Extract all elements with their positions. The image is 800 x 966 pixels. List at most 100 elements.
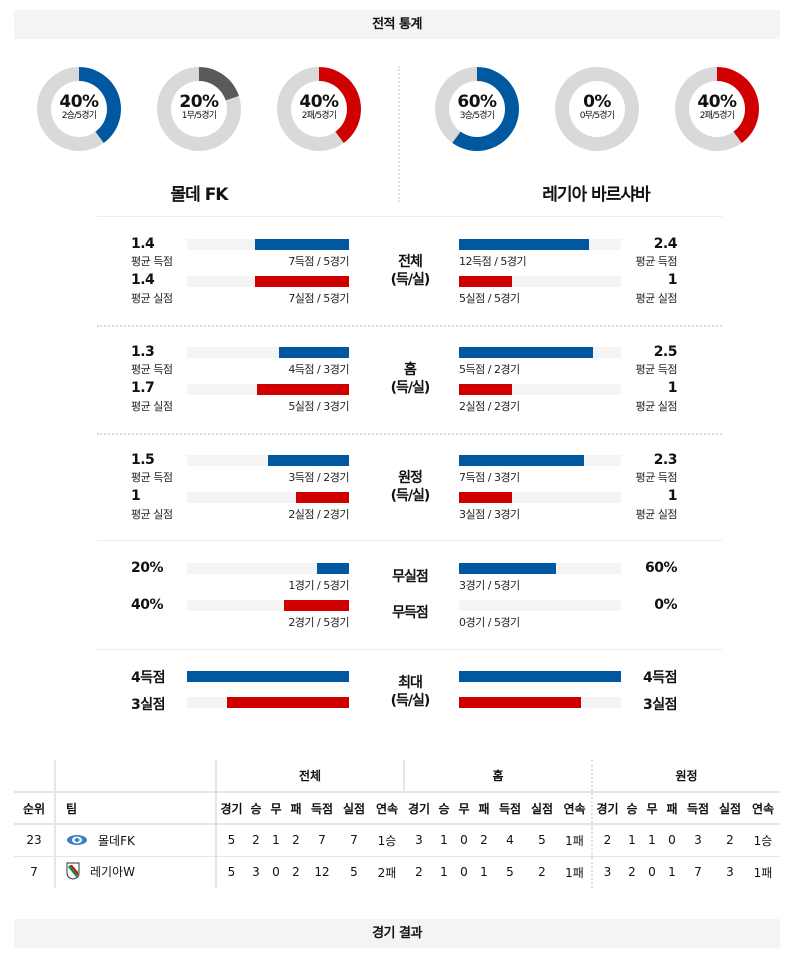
away-scored-track (459, 347, 621, 358)
divider (97, 540, 722, 541)
total-stat-cell: 7 (338, 824, 370, 857)
category-label: 원정 (득/실) (370, 469, 450, 505)
away-avg-scored: 2.5 (653, 344, 678, 360)
home-noscore-bar (284, 600, 349, 611)
home-stat-cell: 5 (526, 824, 558, 857)
home-stat-cell: 1 (480, 865, 488, 880)
team-cell[interactable]: 몰데FK (54, 824, 216, 857)
away-stat-cell: 2 (714, 824, 746, 857)
empty-header (14, 760, 55, 792)
away-scored-bar (459, 455, 584, 466)
col-header: 득점 (306, 791, 338, 825)
standings-table: 전체 홈 원정 순위 팀 경기 승 무 패 득점 실점 연속 경기 승 무 패 득점 실점 연속 경기 승 무 패 득… (14, 760, 780, 888)
home-conceded-track (187, 276, 349, 287)
col-header: 승 (434, 791, 454, 825)
away-scored-bar (459, 239, 589, 250)
home-scored-track (187, 347, 349, 358)
home-noscore-bar-track (187, 600, 349, 611)
total-stat-cell: 1승 (370, 824, 404, 857)
total-stat-cell: 5 (215, 856, 246, 888)
home-stat-cell: 1패 (565, 865, 584, 880)
donut-center: 40% 2승/5경기 (51, 81, 107, 137)
away-noscore-detail: 0경기 / 5경기 (459, 616, 520, 629)
home-donut-loss: 40% 2패/5경기 (277, 67, 361, 151)
home-stat-cell: 1 (440, 865, 448, 880)
home-scored-bar (268, 455, 349, 466)
home-stat-cell: 5 (506, 865, 514, 880)
away-scored-detail: 7득점 / 3경기 (459, 471, 520, 484)
home-avg-conceded-label: 평균 실점 (131, 508, 173, 521)
home-noscore-pct: 40% (131, 597, 164, 613)
donut-percent: 60% (457, 92, 497, 112)
away-clean-pct: 60% (644, 560, 678, 576)
away-conceded-detail: 3실점 / 3경기 (459, 508, 520, 521)
col-header: 연속 (746, 791, 780, 825)
empty-header (54, 760, 216, 792)
total-stat-cell: 2 (246, 824, 266, 857)
home-conceded-bar (296, 492, 349, 503)
home-conceded-detail: 5실점 / 3경기 (288, 400, 349, 413)
col-header: 패 (474, 791, 494, 825)
away-stat-cell: 7 (694, 865, 702, 880)
home-max-scored: 4득점 (131, 670, 166, 686)
total-stat-cell: 7 (306, 824, 338, 857)
away-donut-draw: 0% 0무/5경기 (555, 67, 639, 151)
away-max-scored-bar (459, 671, 621, 682)
home-scored-bar (279, 347, 349, 358)
home-avg-conceded-label: 평균 실점 (131, 292, 173, 305)
donut-percent: 40% (697, 92, 737, 112)
total-stat-cell: 2패 (377, 865, 397, 880)
category-title: 원정 (398, 470, 423, 486)
home-clean-bar-track (187, 563, 349, 574)
donut-center: 40% 2패/5경기 (689, 81, 745, 137)
total-stat-cell: 1 (266, 824, 286, 857)
col-header: 경기 (591, 791, 622, 825)
category-max: 최대 (득/실) (370, 674, 450, 710)
donut-center: 20% 1무/5경기 (171, 81, 227, 137)
home-max-conceded: 3실점 (131, 697, 166, 713)
group-header-total: 전체 (215, 760, 404, 792)
home-max-scored-track (187, 671, 349, 682)
home-avg-scored: 1.3 (131, 344, 155, 360)
home-avg-conceded-label: 평균 실점 (131, 400, 173, 413)
home-stat-cell: 2 (474, 824, 494, 857)
home-avg-scored: 1.5 (131, 452, 155, 468)
home-scored-bar (255, 239, 349, 250)
col-header: 승 (622, 791, 642, 825)
away-donut-win: 60% 3승/5경기 (435, 67, 519, 151)
donut-center: 0% 0무/5경기 (569, 81, 625, 137)
away-stat-cell: 0 (662, 824, 682, 857)
away-clean-detail: 3경기 / 5경기 (459, 579, 520, 592)
total-stat-cell: 3 (252, 865, 260, 880)
col-header: 승 (246, 791, 266, 825)
category-max-label: 최대 (398, 675, 423, 691)
away-stat-cell: 2 (628, 865, 636, 880)
table-row[interactable]: 7 레기아W 5 3 0 2 12 5 2패 2 1 0 1 5 2 1패 3 2 0 1 7 3 1패 (14, 856, 780, 888)
donut-sub: 0무/5경기 (579, 111, 615, 121)
away-clean-bar (459, 563, 556, 574)
total-stat-cell: 2 (292, 865, 300, 880)
away-scored-bar (459, 347, 593, 358)
donut-center: 60% 3승/5경기 (449, 81, 505, 137)
home-scored-detail: 3득점 / 2경기 (288, 471, 349, 484)
away-stat-cell: 1 (622, 824, 642, 857)
section-header-stats: 전적 통계 (14, 10, 780, 39)
away-avg-scored: 2.4 (653, 236, 678, 252)
team-cell[interactable]: 레기아W (54, 856, 216, 888)
section-header-results: 경기 결과 (14, 919, 780, 948)
away-stat-cell: 1 (642, 824, 662, 857)
away-avg-conceded: 1 (667, 488, 678, 504)
away-max-scored: 4득점 (642, 670, 678, 686)
away-avg-scored: 2.3 (653, 452, 678, 468)
table-row[interactable]: 23 몰데FK 5 2 1 2 7 7 1승 3 1 0 2 4 5 1패 2 1 1 0 3 2 1승 (14, 824, 780, 857)
away-stat-cell: 3 (591, 856, 622, 888)
col-header: 무 (454, 791, 474, 825)
away-conceded-detail: 5실점 / 5경기 (459, 292, 520, 305)
total-stat-cell: 0 (272, 865, 280, 880)
away-avg-scored-label: 평균 득점 (635, 255, 678, 268)
divider (97, 216, 722, 217)
home-conceded-bar (257, 384, 349, 395)
category-title: 홈 (404, 362, 417, 378)
away-conceded-bar (459, 492, 512, 503)
home-avg-scored-label: 평균 득점 (131, 363, 173, 376)
